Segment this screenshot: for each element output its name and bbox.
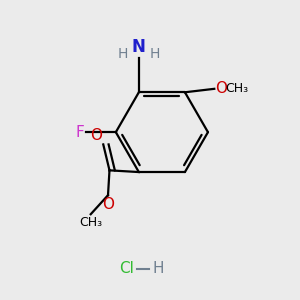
Text: O: O [102, 197, 114, 212]
Text: Cl: Cl [119, 261, 134, 276]
Text: H: H [118, 47, 128, 61]
Text: H: H [150, 47, 160, 61]
Text: F: F [75, 125, 84, 140]
Text: N: N [132, 38, 146, 56]
Text: H: H [153, 261, 164, 276]
Text: CH₃: CH₃ [226, 82, 249, 95]
Text: O: O [90, 128, 102, 143]
Text: CH₃: CH₃ [79, 216, 102, 229]
Text: O: O [215, 81, 227, 96]
